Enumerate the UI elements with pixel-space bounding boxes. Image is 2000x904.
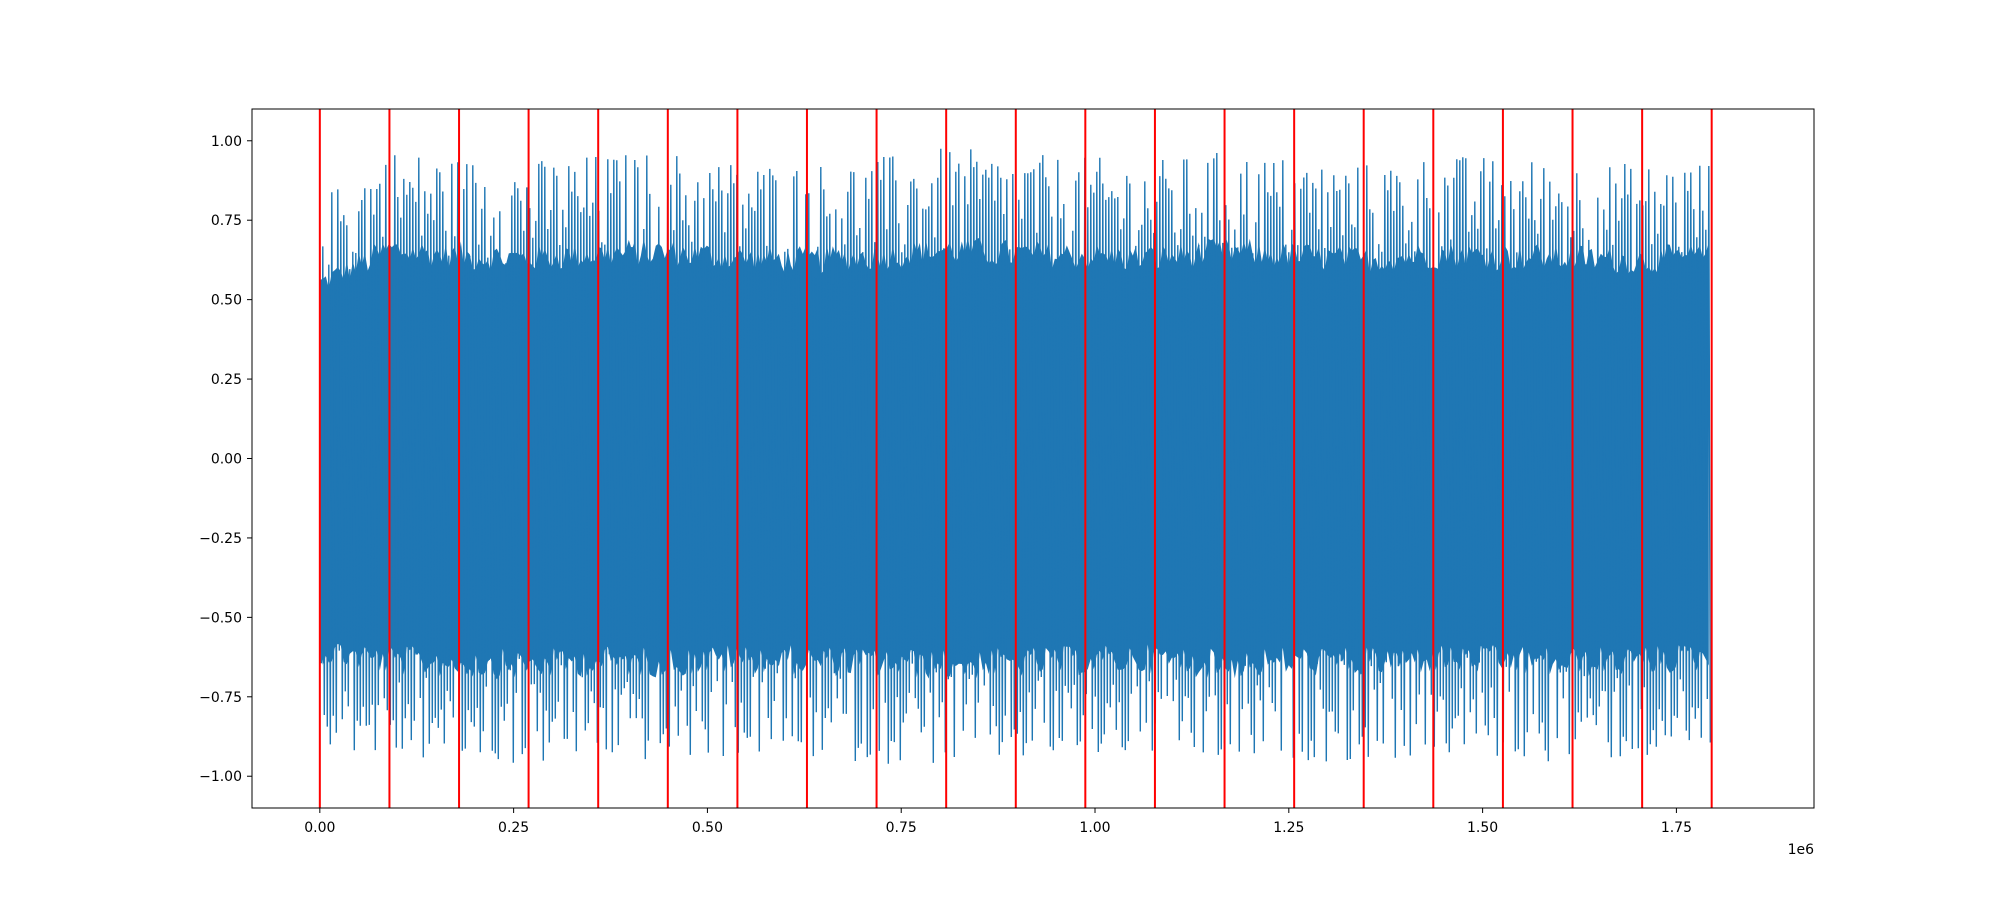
x-tick-label: 1.25 — [1273, 820, 1304, 836]
vline-layer — [318, 109, 1713, 808]
y-tick-label: 0.25 — [211, 372, 242, 388]
x-tick-label: 0.00 — [304, 820, 335, 836]
y-tick-label: 1.00 — [211, 134, 242, 150]
x-axis: 0.00 0.25 0.50 0.75 1.00 1.25 1.50 1.75 — [304, 808, 1692, 836]
x-tick-label: 0.75 — [886, 820, 917, 836]
x-tick-label: 1.50 — [1467, 820, 1498, 836]
y-tick-label: 0.50 — [211, 293, 242, 309]
y-tick-label: −0.50 — [199, 610, 242, 626]
x-tick-label: 0.50 — [692, 820, 723, 836]
y-tick-label: 0.75 — [211, 213, 242, 229]
x-tick-label: 1.75 — [1661, 820, 1692, 836]
y-tick-label: −0.25 — [199, 531, 242, 547]
y-tick-label: 0.00 — [211, 452, 242, 468]
x-tick-label: 0.25 — [498, 820, 529, 836]
y-axis: −1.00 −0.75 −0.50 −0.25 0.00 0.25 0.50 0.75 1.00 — [199, 134, 252, 785]
y-tick-label: −1.00 — [199, 769, 242, 785]
x-axis-offset-label: 1e6 — [1788, 842, 1815, 858]
y-tick-label: −0.75 — [199, 690, 242, 706]
x-tick-label: 1.00 — [1079, 820, 1110, 836]
